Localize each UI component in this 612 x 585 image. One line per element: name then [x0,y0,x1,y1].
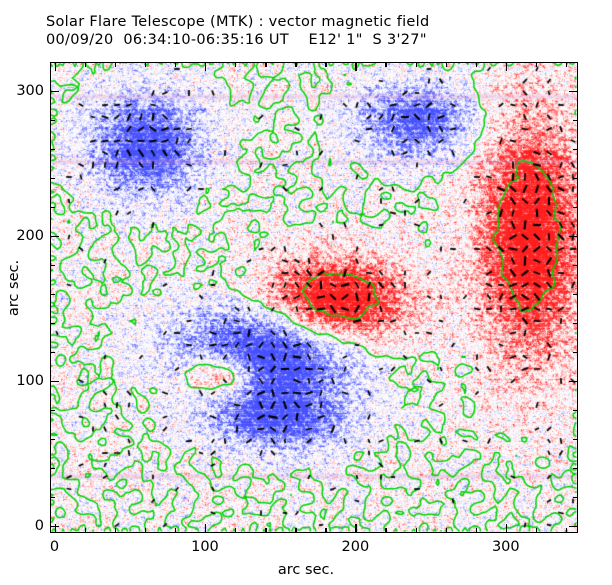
x-tick [565,528,568,533]
x-tick [54,62,56,71]
y-tick [50,380,59,383]
x-tick [535,528,538,533]
y-tick [50,148,55,151]
y-tick [573,409,578,412]
x-tick-label: 100 [191,539,219,555]
x-tick [144,62,147,67]
x-tick [295,528,297,533]
x-tick [174,528,177,533]
y-tick [573,177,578,180]
x-tick [204,524,207,533]
x-tick [445,528,447,533]
y-tick [573,496,578,499]
x-tick [535,62,538,67]
y-tick [573,119,578,122]
x-tick [415,62,417,67]
x-tick [325,528,327,533]
x-tick [475,62,478,67]
x-tick [54,524,56,533]
x-tick [355,62,357,71]
y-tick [573,148,578,151]
y-tick [50,90,59,93]
y-tick [569,525,578,528]
magnetogram-plot-area [50,62,578,533]
y-tick [50,525,59,528]
x-tick [355,524,357,533]
y-tick [50,438,55,441]
x-tick [114,62,117,67]
y-tick-label: 200 [16,227,44,244]
y-tick-label: 0 [34,517,44,534]
x-tick-label: 0 [49,539,60,555]
y-tick [573,351,578,354]
y-tick [50,264,55,267]
x-tick-label: 200 [341,539,370,555]
x-tick [204,62,207,71]
y-tick [50,351,55,354]
y-tick [50,467,55,470]
y-tick [573,438,578,441]
y-tick [569,90,578,93]
title-line-2: 00/09/20 06:34:10-06:35:16 UT E12' 1" S … [46,32,427,48]
y-tick [573,62,578,64]
x-tick [325,62,327,67]
y-tick [50,119,55,122]
y-axis-ticks: 0 100 200 300 [0,0,578,585]
x-tick [235,62,237,67]
y-tick [573,206,578,209]
y-tick [50,409,55,412]
y-tick [50,496,55,499]
x-tick [265,528,267,533]
figure-title: Solar Flare Telescope (MTK) : vector mag… [46,13,586,49]
x-tick [385,528,387,533]
y-axis-label: arc sec. [6,259,22,317]
x-tick [475,528,478,533]
y-tick [50,206,55,209]
x-tick [84,62,86,67]
x-tick [415,528,417,533]
x-tick [295,62,297,67]
x-tick [445,62,447,67]
y-tick [50,293,55,296]
y-tick-label: 300 [16,82,44,99]
magnetogram-image [51,63,577,532]
x-tick [84,528,86,533]
x-tick [235,528,237,533]
y-tick-label: 100 [16,372,44,389]
y-tick [573,322,578,325]
y-tick [569,380,578,383]
x-tick [174,62,177,67]
x-tick [114,528,117,533]
x-tick [505,524,508,533]
x-tick-label: 300 [491,539,520,555]
x-tick [565,62,568,67]
x-axis-label: arc sec. [277,562,335,578]
y-tick [50,62,55,64]
y-tick [573,264,578,267]
y-tick [573,293,578,296]
x-tick [265,62,267,67]
x-tick [144,528,147,533]
x-tick [385,62,387,67]
y-tick [569,235,578,238]
title-line-1: Solar Flare Telescope (MTK) : vector mag… [46,14,430,30]
y-tick [50,235,59,238]
y-tick [50,177,55,180]
x-tick [505,62,508,71]
y-tick [573,467,578,470]
y-tick [50,322,55,325]
